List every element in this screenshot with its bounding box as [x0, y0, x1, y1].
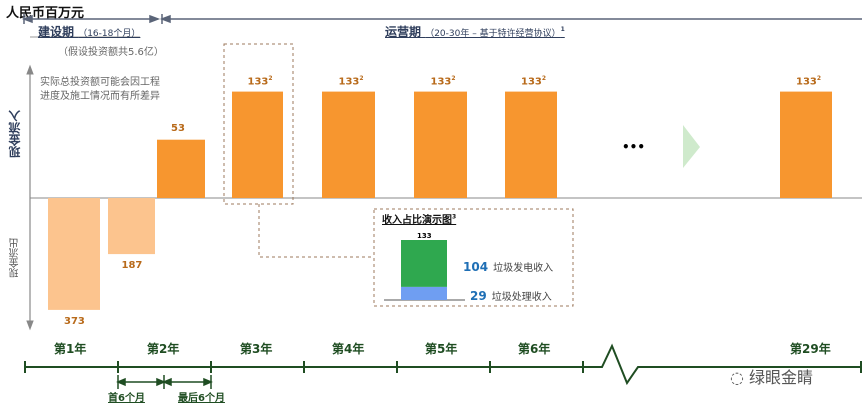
- bar-footnote: 2: [268, 74, 273, 82]
- sub-period-arrows: [116, 375, 213, 389]
- treatment-value: 29: [470, 289, 487, 303]
- year-label: 第1年: [54, 342, 87, 356]
- bar-value-label: 53: [171, 123, 185, 134]
- inflow-axis-label: 现金流入: [8, 110, 22, 158]
- bar-3: [232, 91, 283, 198]
- operation-title: 运营期: [385, 25, 422, 39]
- timeline-axis: [24, 343, 862, 386]
- operation-phase-label: 运营期 （20-30年 – 基于特许经营协议）1: [385, 23, 565, 40]
- watermark: ◌ 绿眼金睛: [730, 368, 814, 387]
- bar-value: 133: [430, 75, 452, 87]
- inset-segment-treatment: [401, 286, 447, 300]
- bar-footnote: 2: [816, 74, 822, 82]
- sub-period-last: 最后6个月: [178, 393, 225, 404]
- bar-6: [505, 91, 557, 198]
- inset-title-text: 收入占比演示图: [382, 215, 452, 226]
- bar-footnote: 2: [451, 74, 456, 82]
- inset-segment-power: [401, 240, 447, 287]
- year-label: 第2年: [147, 342, 180, 356]
- ellipsis: •••: [622, 140, 646, 154]
- bar-value: 53: [171, 122, 185, 134]
- bar-value: 133: [247, 75, 269, 87]
- construction-phase-label: 建设期 （16-18个月）: [38, 23, 140, 40]
- bar-value-label: 1332: [796, 75, 821, 87]
- phase-arrows: [21, 14, 862, 38]
- bar-2: [157, 139, 205, 198]
- unit-label: 人民币百万元: [6, 6, 85, 21]
- inset-legend-treatment: 29 垃圾处理收入: [470, 285, 552, 304]
- operation-footnote: 1: [560, 26, 565, 33]
- watermark-text: 绿眼金睛: [749, 368, 814, 387]
- inset-footnote: 3: [452, 213, 457, 221]
- inset-connector: [258, 204, 374, 258]
- bar-value: 187: [121, 260, 143, 272]
- construction-title: 建设期: [38, 25, 75, 39]
- bar-value-label: 1332: [521, 75, 546, 87]
- power-value: 104: [463, 260, 489, 274]
- bar-5: [414, 91, 467, 198]
- year-label: 第3年: [240, 342, 273, 356]
- bar-value-label: 187: [122, 260, 143, 271]
- year-label: 第6年: [518, 342, 551, 356]
- inset-box: [373, 208, 574, 307]
- bar-footnote: 2: [359, 74, 364, 82]
- bar-1: [108, 198, 155, 255]
- construction-duration: （16-18个月）: [78, 29, 141, 39]
- highlight-box-year3: [223, 43, 294, 205]
- investment-note-line: 进度及施工情况而有所差异: [40, 91, 160, 102]
- inset-title: 收入占比演示图3: [382, 211, 456, 226]
- bar-4: [322, 91, 375, 198]
- bar-value-label: 1332: [431, 75, 456, 87]
- bar-value-label: 1332: [248, 75, 273, 87]
- investment-note: 实际总投资额可能会因工程 进度及施工情况而有所差异: [40, 76, 160, 104]
- investment-note-line: 实际总投资额可能会因工程: [40, 77, 160, 88]
- bar-value-label: 1332: [339, 75, 364, 87]
- bar-0: [48, 198, 100, 310]
- year-label: 第5年: [425, 342, 458, 356]
- treatment-label: 垃圾处理收入: [491, 292, 552, 303]
- bar-value-label: 373: [64, 316, 85, 327]
- inset-legend-power: 104 垃圾发电收入: [463, 256, 553, 275]
- inset-total: 133: [417, 232, 432, 240]
- operation-duration: （20-30年 – 基于特许经营协议）: [425, 29, 561, 39]
- sub-period-first: 首6个月: [108, 393, 145, 404]
- outflow-axis-label: 现金流出: [10, 238, 21, 278]
- bar-footnote: 2: [541, 74, 547, 82]
- year-label: 第4年: [332, 342, 365, 356]
- investment-assumption: （假设投资额共5.6亿）: [58, 47, 164, 58]
- power-label: 垃圾发电收入: [493, 263, 554, 274]
- bar-value: 133: [796, 75, 817, 87]
- continuation-arrow-icon: [683, 125, 700, 168]
- bar-value: 373: [64, 315, 85, 327]
- bar-value: 133: [338, 75, 360, 87]
- bar-value: 133: [521, 75, 542, 87]
- bar-7: [780, 91, 832, 198]
- year-label: 第29年: [790, 342, 831, 356]
